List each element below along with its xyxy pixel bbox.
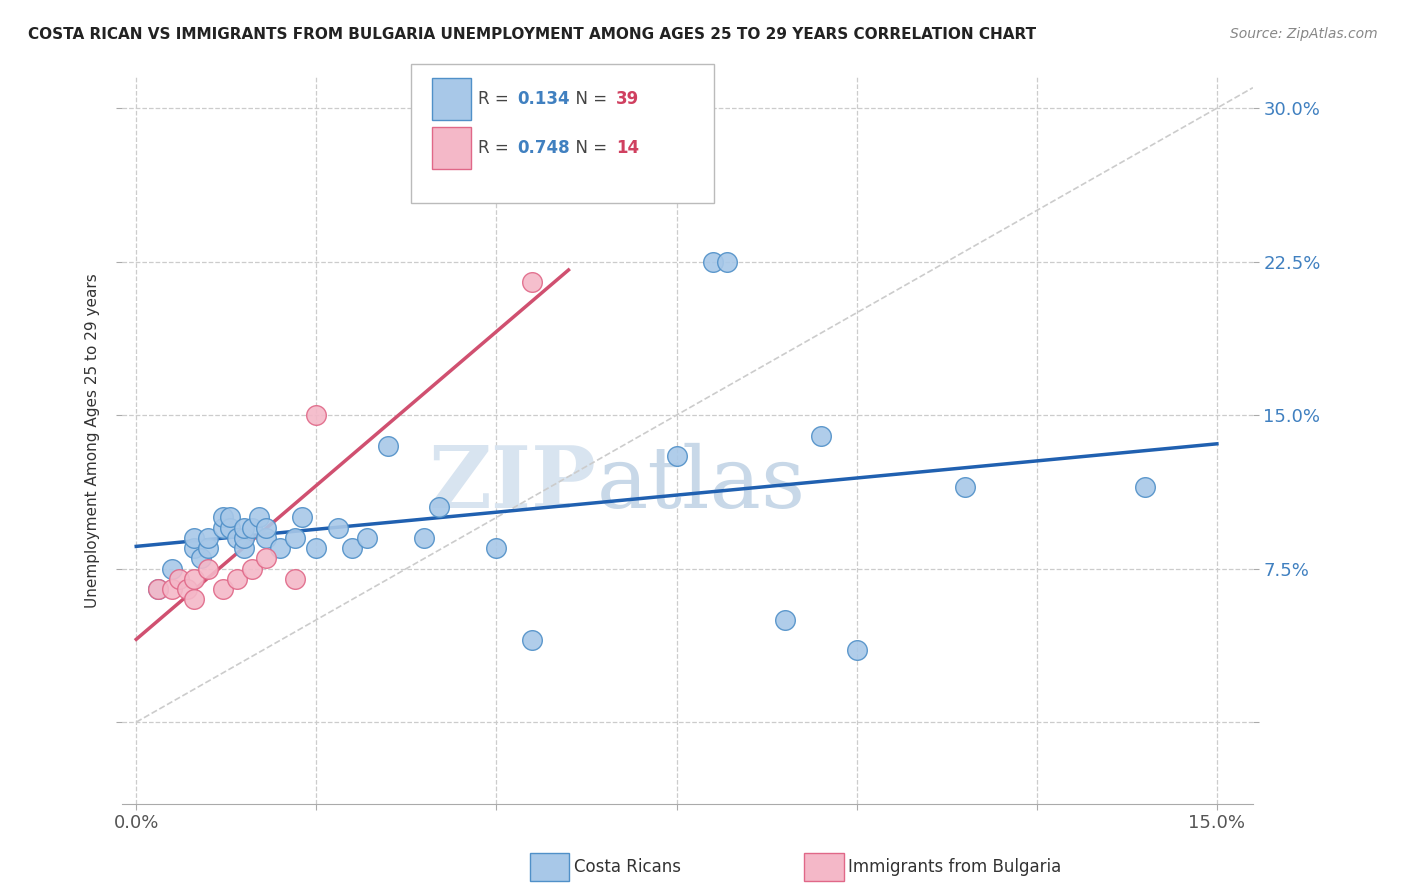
Point: [1133, 480, 1156, 494]
Point: [342, 541, 364, 556]
Point: [953, 480, 976, 494]
Text: N =: N =: [565, 90, 613, 108]
Point: [233, 521, 256, 535]
Text: 0.134: 0.134: [517, 90, 569, 108]
Point: [427, 500, 450, 515]
Point: [254, 551, 277, 566]
Point: [522, 633, 544, 648]
Point: [356, 531, 378, 545]
Point: [190, 551, 212, 566]
Point: [247, 510, 270, 524]
Text: COSTA RICAN VS IMMIGRANTS FROM BULGARIA UNEMPLOYMENT AMONG AGES 25 TO 29 YEARS C: COSTA RICAN VS IMMIGRANTS FROM BULGARIA …: [28, 27, 1036, 42]
Point: [183, 592, 205, 607]
Point: [197, 561, 219, 575]
Text: ZIP: ZIP: [429, 442, 598, 526]
Point: [702, 254, 724, 268]
Point: [197, 531, 219, 545]
Point: [845, 643, 868, 657]
Point: [176, 582, 198, 596]
Point: [169, 572, 191, 586]
Point: [254, 531, 277, 545]
Point: [254, 521, 277, 535]
Point: [226, 572, 249, 586]
Text: Immigrants from Bulgaria: Immigrants from Bulgaria: [848, 858, 1062, 876]
Text: R =: R =: [478, 139, 515, 157]
Point: [291, 510, 314, 524]
Point: [233, 531, 256, 545]
Point: [269, 541, 291, 556]
Text: Source: ZipAtlas.com: Source: ZipAtlas.com: [1230, 27, 1378, 41]
Point: [183, 572, 205, 586]
Point: [226, 531, 249, 545]
Text: 0.748: 0.748: [517, 139, 569, 157]
Point: [146, 582, 169, 596]
Point: [284, 531, 307, 545]
Point: [183, 531, 205, 545]
Point: [146, 582, 169, 596]
Point: [326, 521, 349, 535]
Point: [233, 541, 256, 556]
Point: [211, 582, 233, 596]
Point: [240, 521, 263, 535]
Y-axis label: Unemployment Among Ages 25 to 29 years: Unemployment Among Ages 25 to 29 years: [86, 273, 100, 608]
Point: [377, 439, 399, 453]
Point: [665, 449, 688, 463]
Point: [485, 541, 508, 556]
Point: [240, 561, 263, 575]
Point: [305, 541, 328, 556]
Point: [305, 408, 328, 422]
Point: [413, 531, 436, 545]
Point: [522, 275, 544, 289]
Point: [773, 613, 796, 627]
Point: [162, 582, 184, 596]
Point: [219, 510, 242, 524]
Text: N =: N =: [565, 139, 613, 157]
Text: 14: 14: [616, 139, 638, 157]
Point: [197, 541, 219, 556]
Text: atlas: atlas: [598, 442, 806, 526]
Text: Costa Ricans: Costa Ricans: [574, 858, 681, 876]
Point: [810, 428, 832, 442]
Point: [183, 541, 205, 556]
Text: R =: R =: [478, 90, 515, 108]
Point: [284, 572, 307, 586]
Point: [219, 521, 242, 535]
Point: [211, 521, 233, 535]
Point: [211, 510, 233, 524]
Text: 39: 39: [616, 90, 640, 108]
Point: [162, 561, 184, 575]
Point: [716, 254, 738, 268]
